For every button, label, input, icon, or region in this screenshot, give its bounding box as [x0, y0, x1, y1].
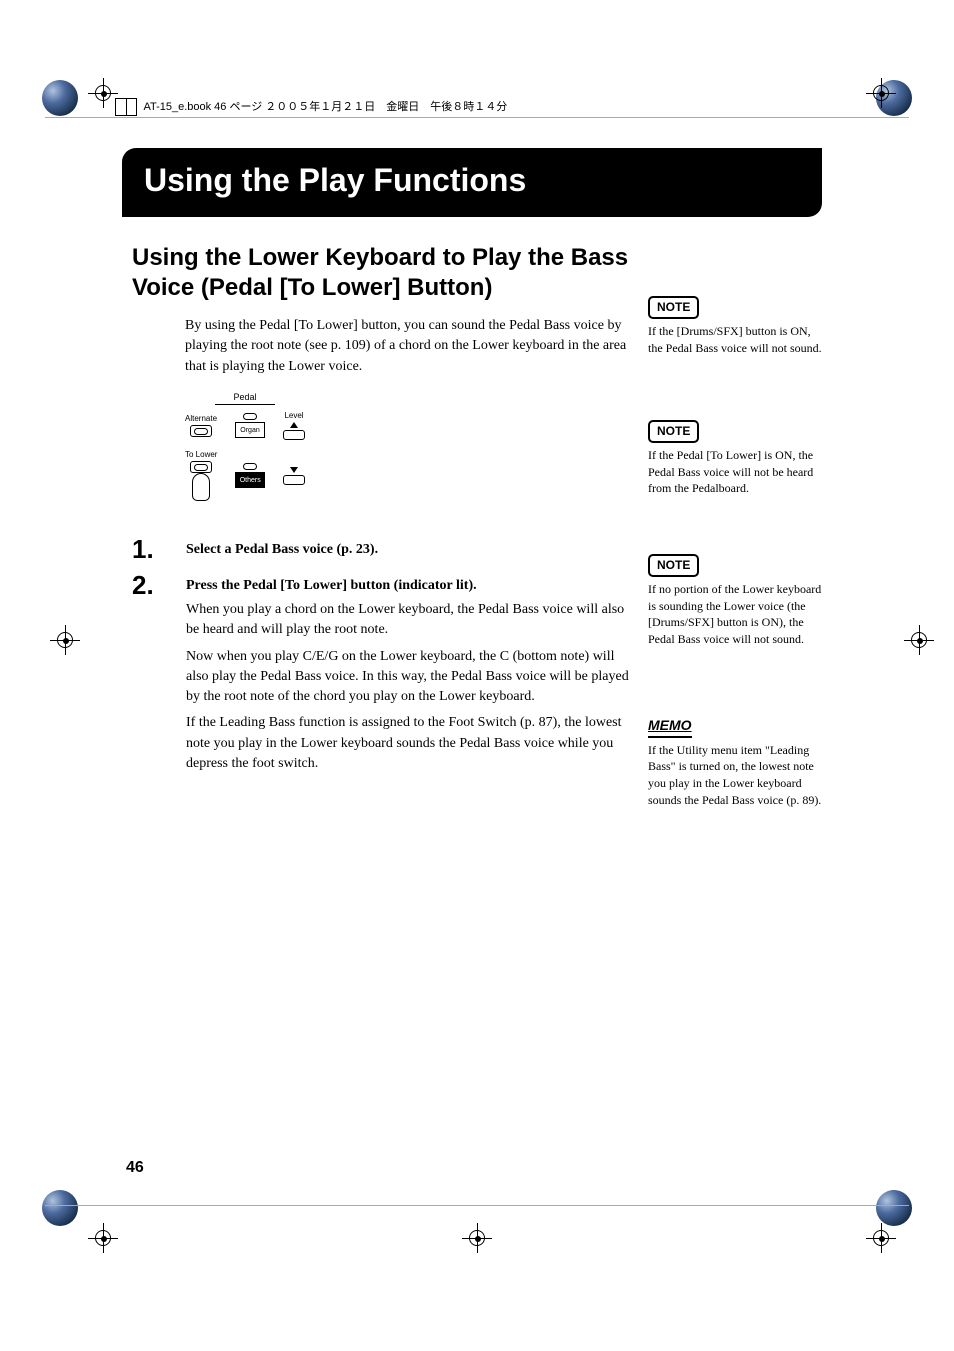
- step-1: 1. Select a Pedal Bass voice (p. 23).: [132, 534, 632, 565]
- sidebar-note: MEMO If the Utility menu item "Leading B…: [648, 716, 828, 809]
- led-icon: [243, 463, 257, 470]
- note-text: If the [Drums/SFX] button is ON, the Ped…: [648, 323, 828, 357]
- decoration-orb: [876, 1190, 912, 1226]
- step-2: 2. Press the Pedal [To Lower] button (in…: [132, 570, 632, 774]
- up-arrow-icon: [290, 422, 298, 428]
- decoration-orb: [42, 80, 78, 116]
- others-button-icon: Others: [235, 472, 265, 488]
- step-number: 1.: [132, 534, 172, 565]
- step-heading: Select a Pedal Bass voice (p. 23).: [186, 534, 632, 558]
- diagram-label: Alternate: [185, 414, 217, 423]
- organ-button-icon: Organ: [235, 422, 265, 438]
- step-number: 2.: [132, 570, 172, 601]
- book-icon: [115, 98, 137, 116]
- level-box-icon: [283, 430, 305, 440]
- step-paragraph: When you play a chord on the Lower keybo…: [186, 600, 632, 641]
- down-arrow-icon: [290, 467, 298, 473]
- note-text: If the Utility menu item "Leading Bass" …: [648, 742, 828, 809]
- divider: [45, 1205, 909, 1206]
- running-header: AT-15_e.book 46 ページ ２００５年１月２１日 金曜日 午後８時１…: [115, 98, 507, 116]
- sidebar-note: NOTE If the Pedal [To Lower] is ON, the …: [648, 420, 828, 497]
- note-text: If no portion of the Lower keyboard is s…: [648, 581, 828, 648]
- diagram-label: To Lower: [185, 450, 217, 459]
- header-text: AT-15_e.book 46 ページ ２００５年１月２１日 金曜日 午後８時１…: [143, 101, 507, 113]
- note-badge: NOTE: [648, 420, 699, 443]
- step-heading: Press the Pedal [To Lower] button (indic…: [186, 570, 632, 594]
- alternate-button-icon: [190, 425, 212, 437]
- intro-paragraph: By using the Pedal [To Lower] button, yo…: [185, 316, 630, 377]
- step-paragraph: Now when you play C/E/G on the Lower key…: [186, 647, 632, 708]
- led-icon: [243, 413, 257, 420]
- note-text: If the Pedal [To Lower] is ON, the Pedal…: [648, 447, 828, 497]
- panel-diagram: Pedal Alternate Organ Level To Lower: [185, 392, 305, 511]
- note-badge: NOTE: [648, 554, 699, 577]
- diagram-title: Pedal: [215, 392, 275, 405]
- sidebar-note: NOTE If no portion of the Lower keyboard…: [648, 554, 828, 648]
- memo-badge: MEMO: [648, 716, 692, 738]
- note-badge: NOTE: [648, 296, 699, 319]
- section-heading: Using the Lower Keyboard to Play the Bas…: [132, 243, 632, 303]
- diagram-label: Level: [284, 411, 303, 420]
- decoration-orb: [42, 1190, 78, 1226]
- step-paragraph: If the Leading Bass function is assigned…: [186, 713, 632, 774]
- page-number: 46: [126, 1159, 144, 1177]
- chapter-title-bar: Using the Play Functions: [122, 148, 822, 217]
- finger-press-icon: [192, 473, 210, 501]
- level-box-icon: [283, 475, 305, 485]
- to-lower-button-icon: [190, 461, 212, 473]
- chapter-title: Using the Play Functions: [144, 162, 526, 198]
- page: AT-15_e.book 46 ページ ２００５年１月２１日 金曜日 午後８時１…: [0, 0, 954, 1351]
- sidebar-note: NOTE If the [Drums/SFX] button is ON, th…: [648, 296, 828, 356]
- divider: [45, 117, 909, 118]
